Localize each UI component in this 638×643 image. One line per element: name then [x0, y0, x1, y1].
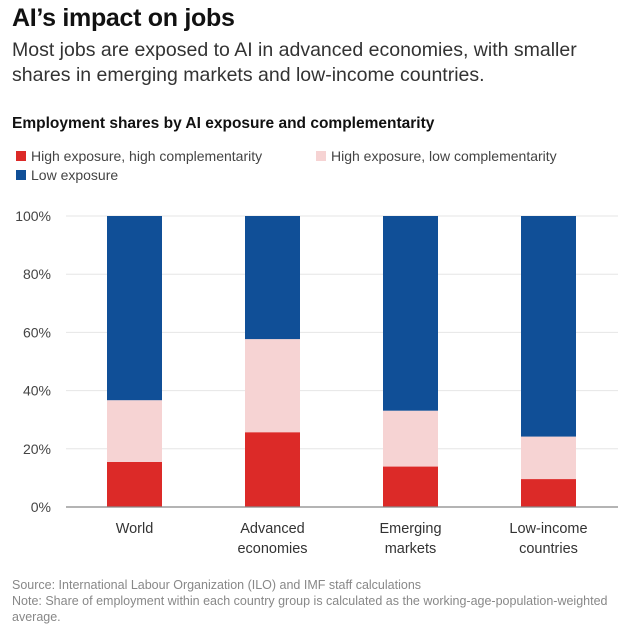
legend-label: High exposure, low complementarity — [331, 148, 557, 164]
bar-segment — [107, 216, 162, 401]
bar-segment — [383, 216, 438, 411]
bar-segment — [245, 432, 300, 507]
bar-segment — [107, 400, 162, 462]
chart-plot: 0% 20% 40% 60% 80% 100% World Advanced economie… — [15, 208, 618, 557]
x-tick-label: Advanced — [240, 521, 305, 537]
bar-segment — [245, 216, 300, 340]
methodology-note: Note: Share of employment within each co… — [12, 594, 608, 624]
source-note: Source: International Labour Organizatio… — [12, 578, 422, 592]
bar-segment — [521, 216, 576, 437]
y-tick-label: 100% — [15, 208, 51, 224]
y-tick-label: 60% — [23, 324, 51, 340]
y-tick-label: 0% — [31, 499, 51, 515]
y-tick-label: 20% — [23, 441, 51, 457]
page-subtitle: Most jobs are exposed to AI in advanced … — [12, 39, 577, 86]
bar-segment — [107, 461, 162, 507]
legend-label: High exposure, high complementarity — [31, 148, 263, 164]
legend-swatch-high-low — [316, 151, 326, 161]
page-title: AI’s impact on jobs — [12, 4, 235, 32]
legend-item-low: Low exposure — [16, 167, 118, 183]
bar-stack — [383, 216, 438, 507]
legend-swatch-low — [16, 170, 26, 180]
bar-stack — [107, 216, 162, 507]
x-tick-label: World — [116, 521, 154, 537]
legend-item-high-low: High exposure, low complementarity — [316, 148, 557, 164]
bar-segment — [383, 466, 438, 507]
chart-title: Employment shares by AI exposure and com… — [12, 115, 435, 132]
bar-stack — [245, 216, 300, 507]
y-tick-label: 40% — [23, 383, 51, 399]
x-tick-label: Low-income — [509, 521, 587, 537]
bar-segment — [521, 479, 576, 507]
x-tick-label: markets — [385, 541, 437, 557]
y-axis-ticks: 0% 20% 40% 60% 80% 100% — [15, 208, 51, 515]
footer: Source: International Labour Organizatio… — [12, 577, 632, 625]
bar-segment — [521, 436, 576, 480]
bar-stack — [521, 216, 576, 507]
legend-item-high-high: High exposure, high complementarity — [16, 148, 262, 164]
x-tick-label: countries — [519, 541, 578, 557]
legend-swatch-high-high — [16, 151, 26, 161]
bar-segment — [245, 339, 300, 433]
bars — [107, 216, 576, 507]
y-tick-label: 80% — [23, 266, 51, 282]
x-axis-ticks: World Advanced economies Emerging markets Low… — [116, 521, 588, 557]
x-tick-label: Emerging — [379, 521, 441, 537]
bar-segment — [383, 410, 438, 467]
x-tick-label: economies — [237, 541, 307, 557]
legend-label: Low exposure — [31, 167, 119, 183]
